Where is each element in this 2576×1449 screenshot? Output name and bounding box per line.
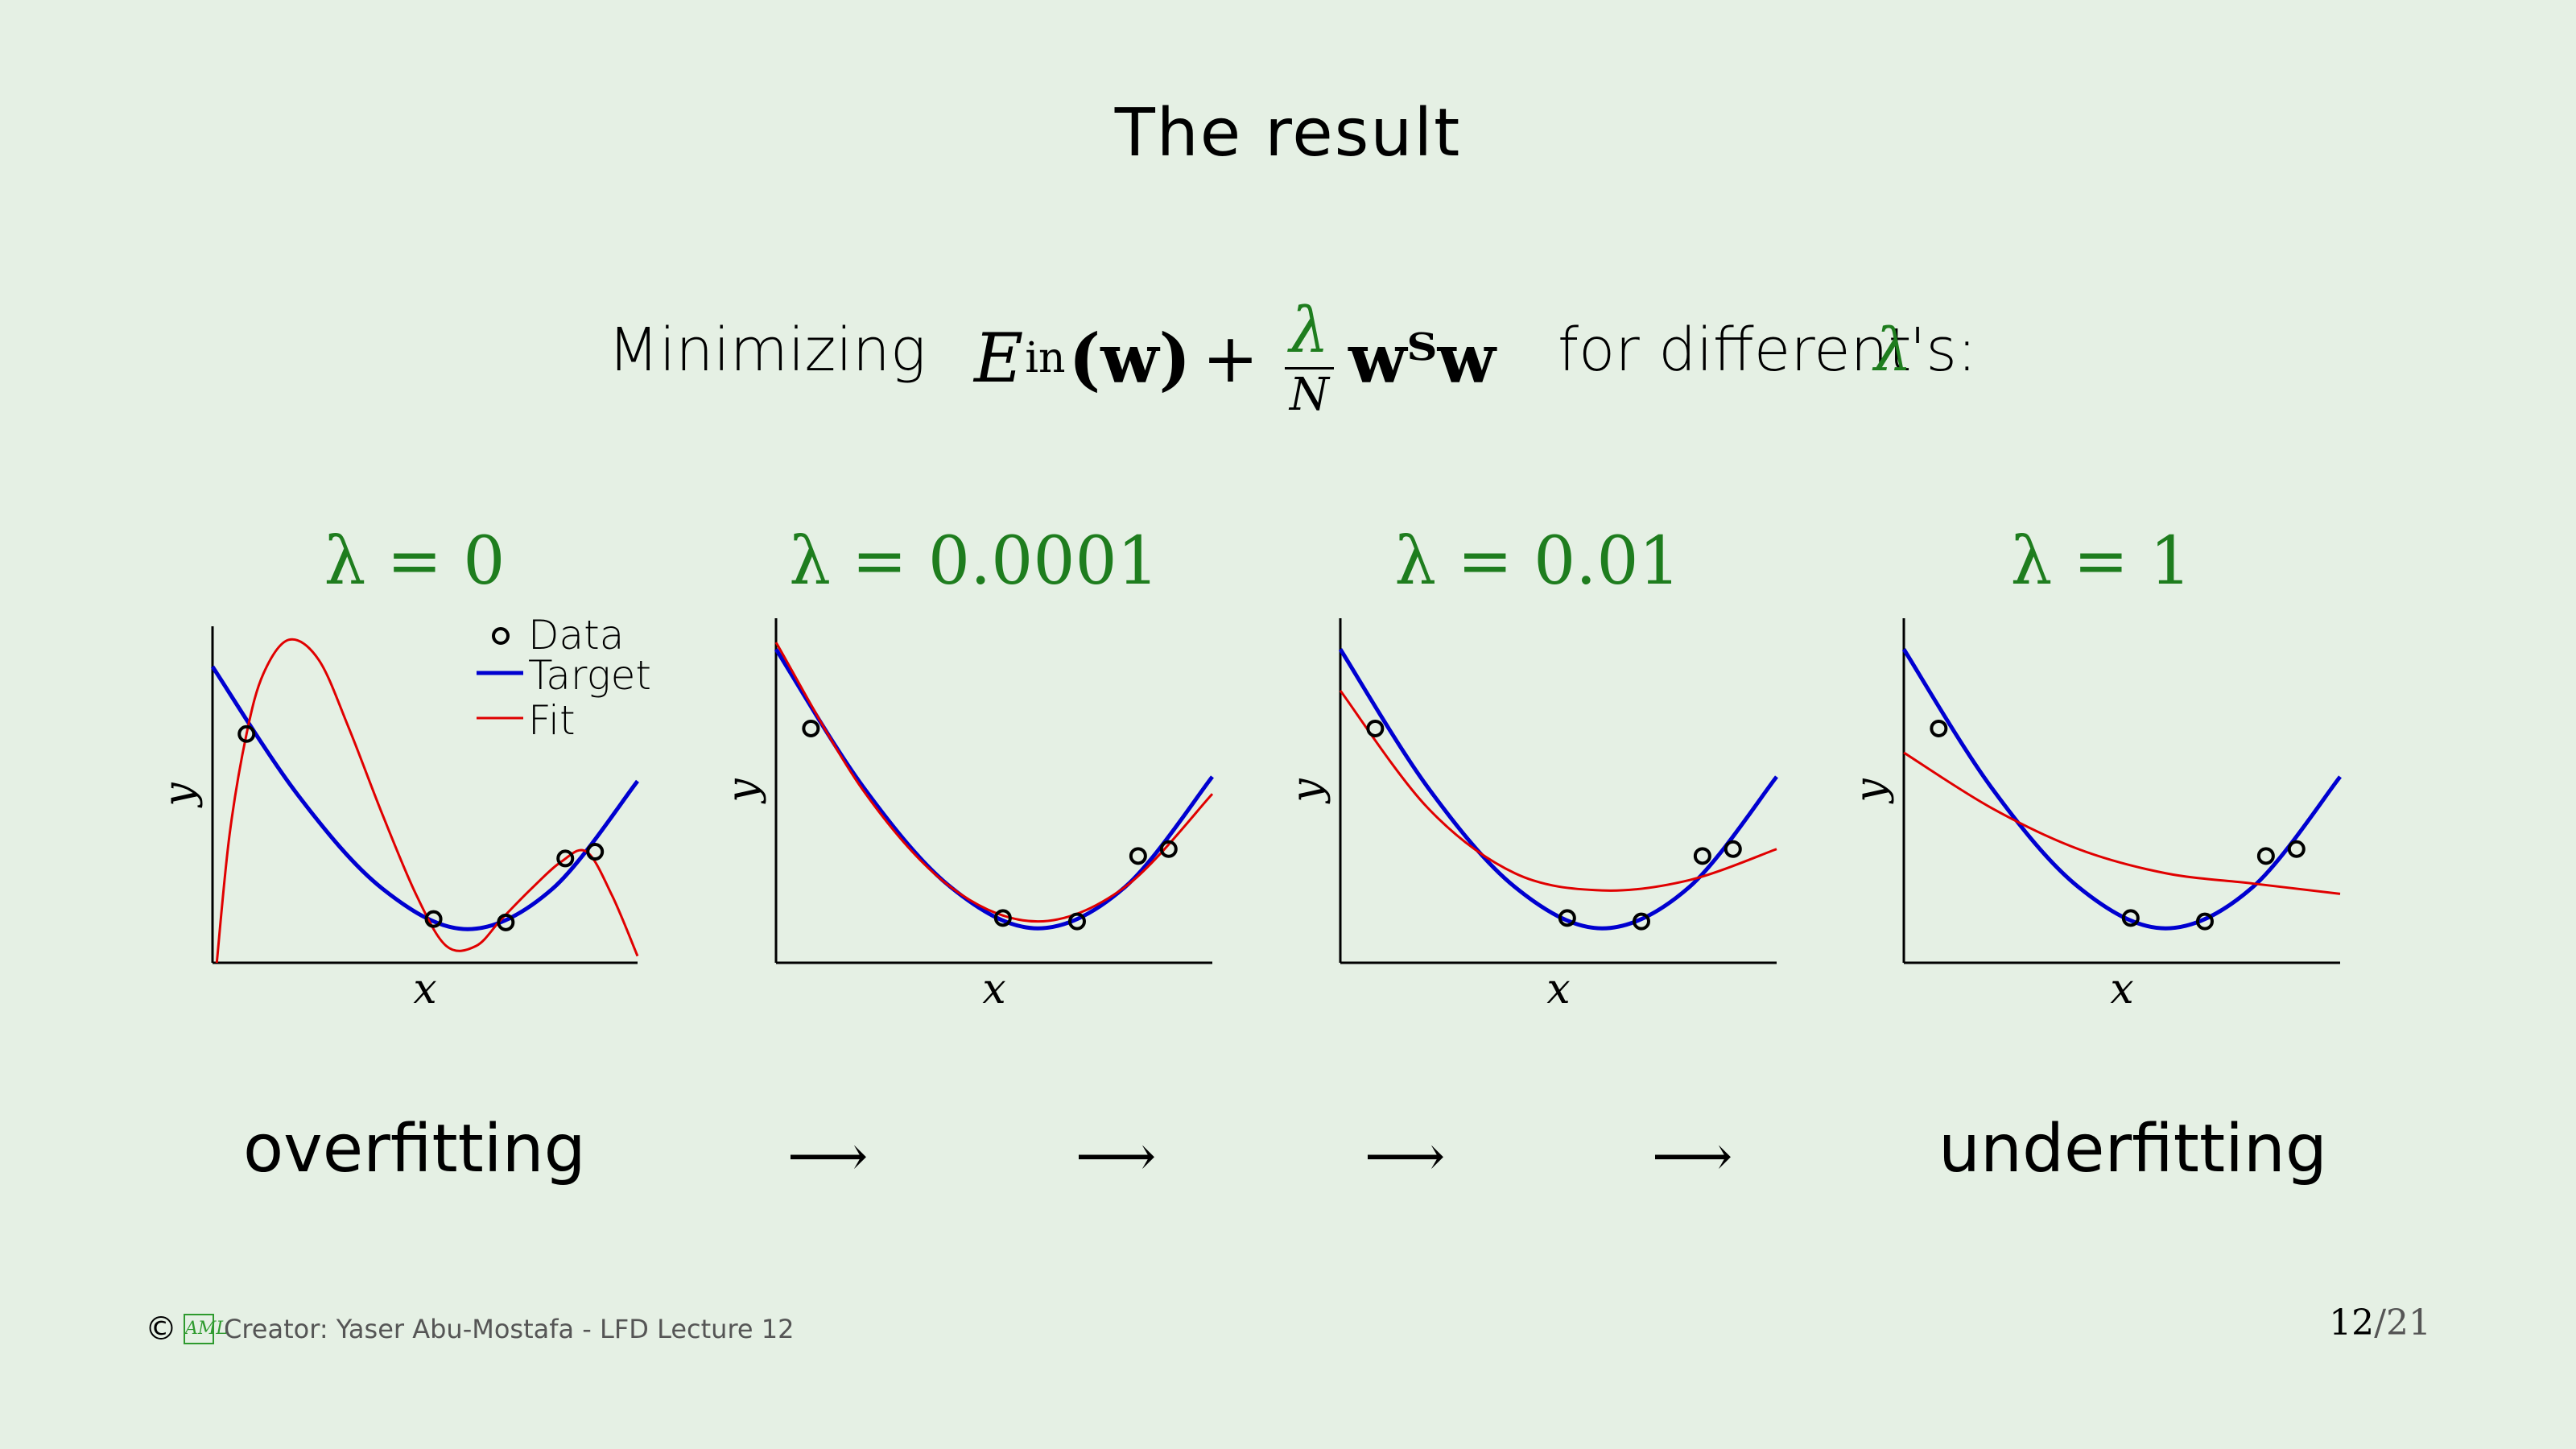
data-point xyxy=(2287,840,2306,858)
x-axis-label: x xyxy=(1546,965,1570,1013)
data-point xyxy=(2195,912,2214,931)
aml-logo-icon: AML xyxy=(184,1314,228,1344)
legend-data-marker xyxy=(492,627,510,645)
x-axis-label: x xyxy=(2110,965,2133,1013)
data-point xyxy=(993,909,1012,927)
data-point xyxy=(1129,847,1147,865)
copyright-icon: © xyxy=(145,1311,177,1348)
x-axis-label: x xyxy=(413,965,436,1013)
arrow-4: ⟶ xyxy=(1652,1123,1733,1189)
y-axis-label: y xyxy=(719,778,767,804)
legend-target-label: Target xyxy=(528,652,651,699)
for-different-word: for different xyxy=(1558,316,1912,385)
footer: © AML Creator: Yaser Abu-Mostafa - LFD L… xyxy=(145,1311,794,1348)
arrow-3: ⟶ xyxy=(1364,1123,1446,1189)
arrow-1: ⟶ xyxy=(787,1123,869,1189)
data-point xyxy=(237,724,256,743)
series-target xyxy=(1338,648,1778,931)
series-target xyxy=(1901,648,2342,931)
data-point xyxy=(2256,847,2275,865)
plot-1: xy xyxy=(719,618,1214,1013)
formula-plus: + xyxy=(1202,319,1259,398)
panel-label-1: λ = 0.0001 xyxy=(789,523,1159,600)
formula-fraction: λ N xyxy=(1284,299,1335,421)
x-axis-label: x xyxy=(982,965,1005,1013)
data-point xyxy=(556,849,575,868)
page-current: 12 xyxy=(2329,1302,2375,1344)
series-fit xyxy=(1339,689,1777,892)
data-point xyxy=(1159,840,1178,858)
panel-label-3: λ = 1 xyxy=(2010,523,2192,600)
data-point xyxy=(1558,909,1576,927)
y-axis-label: y xyxy=(155,782,204,808)
panel-label-0: λ = 0 xyxy=(324,523,506,600)
plural-word: 's: xyxy=(1909,316,1977,385)
data-point xyxy=(1632,912,1650,931)
y-axis-label: y xyxy=(1847,778,1895,804)
data-point xyxy=(1366,719,1385,737)
series-fit xyxy=(1903,751,2341,895)
plot-3: xy xyxy=(1847,618,2342,1013)
formula-sub: in xyxy=(1025,334,1066,382)
series-fit xyxy=(215,638,639,964)
y-axis-label: y xyxy=(1283,778,1331,804)
creator-text: Creator: Yaser Abu-Mostafa - LFD Lecture… xyxy=(224,1314,795,1344)
data-point xyxy=(2121,909,2140,927)
series-fit xyxy=(774,642,1214,923)
legend-fit-label: Fit xyxy=(528,697,576,744)
arrow-2: ⟶ xyxy=(1075,1123,1157,1189)
lambda-word: λ xyxy=(1874,316,1912,385)
data-point xyxy=(497,913,515,931)
data-point xyxy=(1724,840,1742,858)
slide-title: The result xyxy=(1114,95,1462,171)
formula-E: E xyxy=(974,319,1024,398)
panel-label-2: λ = 0.01 xyxy=(1394,523,1681,600)
fraction-denominator: N xyxy=(1289,368,1329,421)
page-number: 12/21 xyxy=(2329,1302,2431,1344)
fraction-numerator: λ xyxy=(1284,299,1335,369)
legend-data-label: Data xyxy=(528,612,624,658)
underfitting-label: underfitting xyxy=(1938,1111,2327,1187)
data-point xyxy=(1930,719,1948,737)
formula-reg: wᵀw xyxy=(1348,318,1496,398)
data-point xyxy=(802,719,820,737)
page-total: /21 xyxy=(2374,1302,2431,1344)
formula-arg: (w) xyxy=(1068,318,1191,398)
data-point xyxy=(424,910,443,928)
overfitting-label: overfitting xyxy=(243,1111,586,1187)
plot-2: xy xyxy=(1283,618,1778,1013)
data-point xyxy=(1067,912,1086,931)
series-target xyxy=(210,665,639,931)
series-target xyxy=(774,648,1214,931)
data-point xyxy=(586,843,605,861)
minimizing-word: Minimizing xyxy=(608,316,927,385)
data-point xyxy=(1693,847,1711,865)
